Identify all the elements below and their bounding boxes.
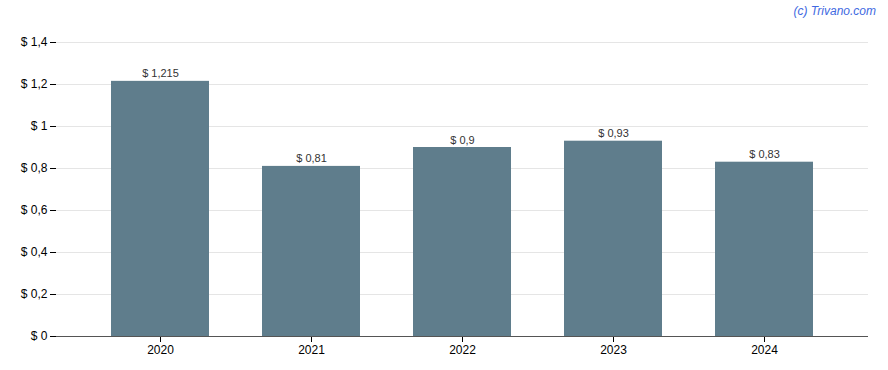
svg-text:$ 0,2: $ 0,2 (21, 287, 48, 301)
svg-text:$ 1,2: $ 1,2 (21, 77, 48, 91)
svg-text:$ 0,83: $ 0,83 (749, 148, 780, 160)
svg-text:2022: 2022 (449, 343, 476, 357)
svg-text:$ 0: $ 0 (31, 329, 48, 343)
svg-text:2023: 2023 (600, 343, 627, 357)
svg-text:$ 0,8: $ 0,8 (21, 161, 48, 175)
svg-text:2021: 2021 (298, 343, 325, 357)
svg-text:$ 1,4: $ 1,4 (21, 35, 48, 49)
svg-text:$ 0,6: $ 0,6 (21, 203, 48, 217)
svg-text:$ 1: $ 1 (31, 119, 48, 133)
svg-text:$ 0,4: $ 0,4 (21, 245, 48, 259)
svg-text:$ 0,81: $ 0,81 (296, 152, 327, 164)
html-text:(c) Trivano.com: (c) Trivano.com (793, 4, 876, 18)
svg-text:2024: 2024 (751, 343, 778, 357)
svg-text:$ 0,9: $ 0,9 (450, 134, 474, 146)
svg-text:$ 1,215: $ 1,215 (142, 67, 179, 79)
svg-text:$ 0,93: $ 0,93 (598, 127, 629, 139)
svg-text:2020: 2020 (147, 343, 174, 357)
